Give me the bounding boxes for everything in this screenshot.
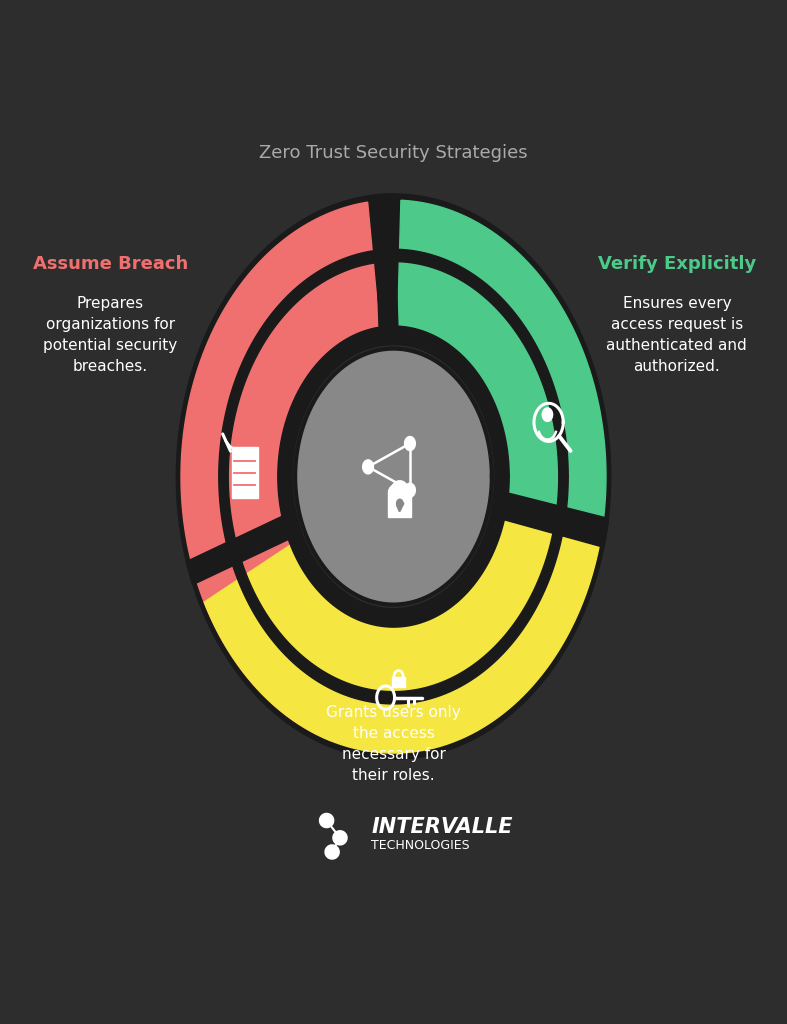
Polygon shape <box>391 485 409 500</box>
Polygon shape <box>181 202 381 741</box>
Polygon shape <box>219 249 568 703</box>
Polygon shape <box>176 194 611 759</box>
Text: TECHNOLOGIES: TECHNOLOGIES <box>371 840 470 852</box>
Polygon shape <box>375 194 398 345</box>
Text: Assume Breach: Assume Breach <box>32 255 188 273</box>
Text: Least-Privilege
Access: Least-Privilege Access <box>318 674 469 714</box>
Text: Prepares
organizations for
potential security
breaches.: Prepares organizations for potential sec… <box>43 296 177 374</box>
Polygon shape <box>392 677 405 687</box>
Polygon shape <box>491 489 608 543</box>
Polygon shape <box>325 845 339 859</box>
Text: Grants users only
the access
necessary for
their roles.: Grants users only the access necessary f… <box>326 705 461 782</box>
Polygon shape <box>542 408 552 422</box>
Polygon shape <box>363 460 374 474</box>
Text: Verify Explicitly: Verify Explicitly <box>597 255 756 273</box>
Polygon shape <box>393 486 407 498</box>
Polygon shape <box>405 436 416 451</box>
Polygon shape <box>397 490 402 494</box>
Polygon shape <box>395 488 405 496</box>
Polygon shape <box>320 813 334 827</box>
Polygon shape <box>278 326 509 627</box>
Polygon shape <box>295 348 492 604</box>
Text: INTERVALLE: INTERVALLE <box>371 817 513 837</box>
Polygon shape <box>389 483 411 501</box>
Polygon shape <box>204 505 601 753</box>
Text: Zero Trust Security Strategies: Zero Trust Security Strategies <box>259 144 528 162</box>
Polygon shape <box>491 492 608 548</box>
Polygon shape <box>231 446 257 499</box>
Text: Ensures every
access request is
authenticated and
authorized.: Ensures every access request is authenti… <box>607 296 747 374</box>
Polygon shape <box>397 500 403 508</box>
Polygon shape <box>405 483 416 498</box>
Polygon shape <box>333 830 347 845</box>
Polygon shape <box>397 201 606 535</box>
Polygon shape <box>389 493 411 517</box>
Polygon shape <box>187 510 301 585</box>
